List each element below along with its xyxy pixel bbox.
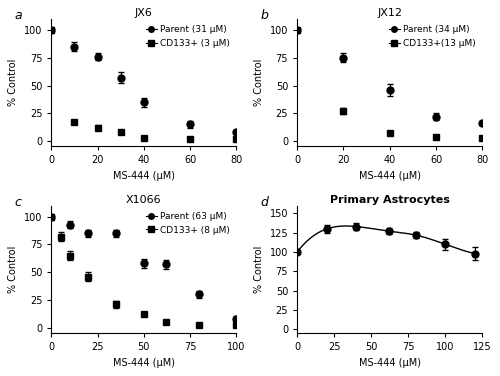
X-axis label: MS-444 (μM): MS-444 (μM) bbox=[359, 171, 421, 181]
Text: c: c bbox=[14, 196, 21, 209]
X-axis label: MS-444 (μM): MS-444 (μM) bbox=[113, 358, 175, 368]
Text: a: a bbox=[14, 9, 22, 22]
Title: JX12: JX12 bbox=[378, 8, 402, 18]
Legend: Parent (63 μM), CD133+ (8 μM): Parent (63 μM), CD133+ (8 μM) bbox=[144, 210, 232, 237]
Text: d: d bbox=[260, 196, 268, 209]
Text: b: b bbox=[260, 9, 268, 22]
Title: X1066: X1066 bbox=[126, 195, 162, 205]
Y-axis label: % Control: % Control bbox=[8, 246, 18, 293]
X-axis label: MS-444 (μM): MS-444 (μM) bbox=[113, 171, 175, 181]
Legend: Parent (34 μM), CD133+(13 μM): Parent (34 μM), CD133+(13 μM) bbox=[387, 24, 478, 50]
Y-axis label: % Control: % Control bbox=[254, 59, 264, 106]
Legend: Parent (31 μM), CD133+ (3 μM): Parent (31 μM), CD133+ (3 μM) bbox=[144, 24, 232, 50]
Title: Primary Astrocytes: Primary Astrocytes bbox=[330, 195, 450, 205]
X-axis label: MS-444 (μM): MS-444 (μM) bbox=[359, 358, 421, 368]
Y-axis label: % Control: % Control bbox=[8, 59, 18, 106]
Y-axis label: % Control: % Control bbox=[254, 246, 264, 293]
Title: JX6: JX6 bbox=[135, 8, 153, 18]
